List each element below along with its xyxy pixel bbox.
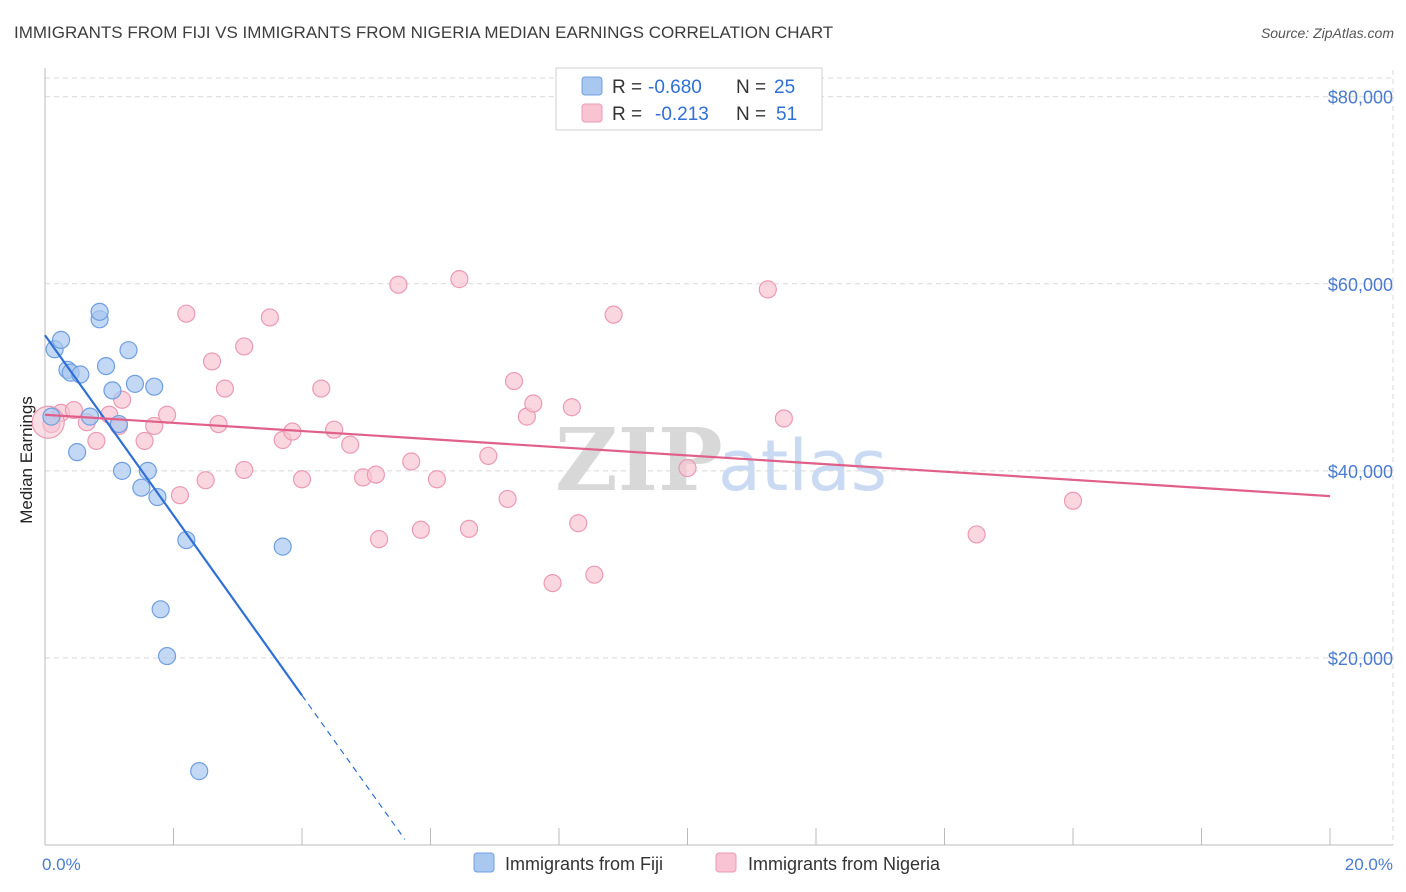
chart-source: Source: ZipAtlas.com: [1261, 25, 1394, 41]
nigeria-point: [177, 304, 196, 323]
nigeria-point: [402, 452, 421, 471]
series-legend: Immigrants from Fiji Immigrants from Nig…: [473, 852, 941, 874]
fiji-point: [119, 341, 138, 360]
fiji-point: [90, 302, 109, 321]
stats-legend: R = -0.680 N = 25 R = -0.213 N = 51: [555, 67, 823, 131]
nigeria-n-label: N =: [736, 104, 766, 125]
x-tick-label-max: 20.0%: [1345, 855, 1393, 874]
nigeria-point: [260, 308, 279, 327]
trend-lines: [44, 334, 1331, 840]
data-points: [31, 270, 1083, 781]
fiji-r-label: R =: [612, 77, 642, 98]
fiji-trend-extension: [301, 694, 406, 840]
y-tick-label: $40,000: [1328, 462, 1393, 482]
fiji-n-label: N =: [736, 77, 766, 98]
nigeria-point: [135, 431, 154, 451]
fiji-n-value: 25: [774, 77, 795, 98]
fiji-point: [103, 381, 122, 400]
nigeria-point: [235, 337, 254, 356]
fiji-point: [157, 646, 177, 666]
x-tick-label-min: 0.0%: [42, 855, 81, 874]
nigeria-point: [64, 400, 84, 420]
nigeria-point: [1063, 491, 1083, 510]
fiji-point: [148, 487, 167, 507]
nigeria-point: [569, 514, 588, 533]
nigeria-point: [157, 405, 177, 424]
nigeria-point: [87, 431, 106, 451]
y-tick-labels: $20,000 $40,000 $60,000 $80,000: [1328, 88, 1393, 669]
nigeria-point: [543, 573, 562, 593]
fiji-point: [112, 461, 132, 480]
nigeria-r-value: -0.213: [655, 104, 709, 125]
nigeria-point: [215, 379, 234, 398]
fiji-bottom-swatch: [473, 852, 495, 873]
gridlines: [45, 70, 1394, 845]
nigeria-point: [325, 420, 344, 439]
nigeria-point: [389, 275, 408, 294]
fiji-point: [190, 762, 209, 781]
fiji-point: [96, 356, 116, 376]
nigeria-point: [459, 519, 479, 538]
nigeria-point: [774, 409, 793, 428]
nigeria-point: [504, 371, 524, 391]
fiji-point: [125, 374, 145, 393]
nigeria-point: [498, 489, 517, 509]
nigeria-point: [427, 470, 447, 489]
nigeria-point: [758, 280, 777, 299]
nigeria-point: [170, 486, 190, 505]
y-tick-label: $60,000: [1328, 275, 1393, 295]
y-tick-label: $80,000: [1328, 88, 1393, 108]
nigeria-point: [411, 520, 430, 539]
fiji-trend-line: [44, 334, 303, 696]
watermark-zip: ZIP: [555, 410, 723, 511]
nigeria-point: [967, 525, 986, 544]
nigeria-point: [604, 305, 623, 324]
nigeria-point: [678, 458, 697, 478]
nigeria-r-label: R =: [612, 104, 642, 125]
nigeria-point: [202, 352, 222, 371]
nigeria-trend-line: [44, 413, 1331, 498]
fiji-point: [68, 443, 87, 462]
nigeria-point: [312, 379, 331, 398]
nigeria-point: [196, 471, 215, 490]
fiji-r-value: -0.680: [648, 77, 702, 98]
watermark: ZIP atlas: [555, 410, 887, 511]
fiji-point: [145, 377, 164, 396]
fiji-legend-label: Immigrants from Fiji: [505, 854, 663, 874]
fiji-point: [273, 537, 292, 556]
nigeria-point: [341, 435, 360, 454]
nigeria-point: [585, 565, 604, 584]
nigeria-point: [524, 394, 543, 413]
nigeria-point: [292, 470, 312, 489]
nigeria-point: [370, 530, 389, 549]
nigeria-point: [562, 398, 581, 417]
nigeria-n-value: 51: [776, 104, 797, 125]
nigeria-point: [235, 460, 254, 480]
nigeria-legend-swatch: [581, 103, 603, 123]
fiji-point: [51, 330, 71, 350]
nigeria-point: [450, 270, 469, 289]
nigeria-point: [366, 465, 385, 484]
y-tick-label: $20,000: [1328, 649, 1393, 669]
fiji-point: [151, 600, 170, 619]
chart-title: IMMIGRANTS FROM FIJI VS IMMIGRANTS FROM …: [14, 23, 833, 42]
fiji-legend-swatch: [581, 76, 603, 96]
axes: [44, 68, 1393, 846]
nigeria-point: [209, 414, 228, 434]
nigeria-bottom-swatch: [715, 852, 737, 873]
nigeria-legend-label: Immigrants from Nigeria: [748, 854, 941, 874]
nigeria-point: [479, 446, 498, 465]
fiji-point: [132, 478, 151, 497]
y-axis-label: Median Earnings: [17, 396, 36, 524]
